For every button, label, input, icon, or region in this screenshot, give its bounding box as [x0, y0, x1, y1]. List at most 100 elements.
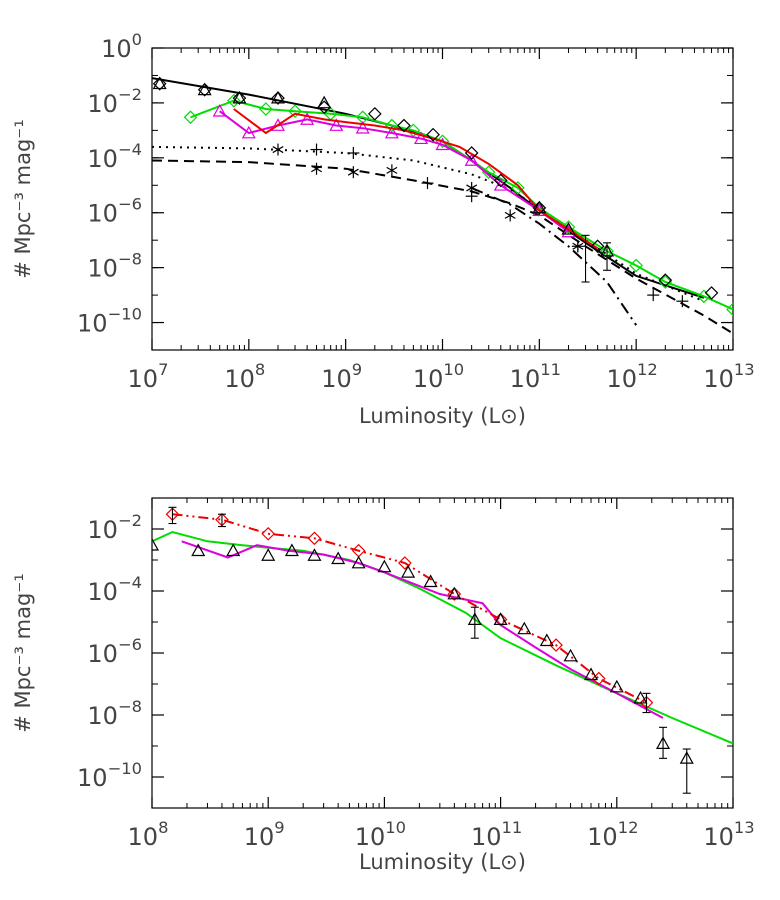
diamond-marker — [726, 302, 733, 317]
diamond-marker — [493, 173, 508, 188]
triangle-marker — [212, 103, 227, 117]
diamond-marker — [481, 165, 496, 180]
series-line-4 — [190, 99, 733, 311]
diamond-marker — [493, 612, 508, 627]
triangle-marker — [539, 633, 554, 647]
triangle-marker — [270, 90, 286, 104]
triangle-marker — [152, 537, 160, 551]
asterisk-marker — [347, 166, 359, 179]
triangle-marker — [329, 118, 344, 131]
x-tick-label: 1013 — [703, 360, 754, 393]
triangle-marker — [232, 90, 247, 104]
x-tick-label: 1012 — [587, 818, 638, 851]
triangle-marker — [152, 76, 167, 90]
triangle-marker — [493, 612, 508, 625]
x-tick-label: 1013 — [703, 818, 754, 851]
asterisk-marker — [311, 162, 323, 175]
diamond-marker — [511, 181, 525, 195]
diamond-marker — [197, 82, 212, 97]
y-tick-label: 10−8 — [87, 697, 142, 730]
diamond-marker — [317, 100, 332, 115]
triangle-marker — [241, 125, 256, 139]
triangle-marker — [355, 120, 370, 134]
y-tick-label: 10−8 — [87, 250, 142, 283]
y-tick-label: 10−6 — [87, 635, 142, 668]
triangle-marker — [493, 178, 508, 191]
x-axis-title: Luminosity (L⊙) — [359, 404, 526, 428]
triangle-marker — [435, 137, 450, 151]
diamond-marker — [288, 104, 302, 119]
series-line-2 — [172, 513, 647, 704]
error-bar — [682, 748, 691, 794]
y-tick-label: 10−2 — [87, 85, 142, 118]
x-tick-label: 1010 — [355, 818, 406, 851]
diamond-marker — [232, 91, 247, 105]
error-bar — [168, 506, 177, 525]
diamond-marker — [397, 118, 411, 133]
y-axis-title: # Mpc⁻³ mag⁻¹ — [11, 573, 35, 733]
triangle-marker — [261, 548, 276, 561]
y-tick-label: 10−6 — [87, 195, 142, 228]
diamond-marker — [261, 526, 276, 541]
diamond-marker — [629, 258, 644, 273]
triangle-marker — [270, 118, 286, 131]
plus-marker — [347, 146, 360, 159]
diamond-marker — [152, 76, 167, 91]
x-tick-label: 108 — [224, 360, 265, 393]
triangle-marker — [401, 565, 416, 578]
diamond-marker — [271, 91, 285, 105]
plot-area — [152, 76, 733, 335]
diamond-marker — [704, 286, 719, 300]
triangle-marker — [563, 648, 578, 662]
diamond-marker — [385, 118, 399, 133]
diamond-marker — [226, 93, 241, 108]
top-panel: 107 108 109 1010 1011 1012 1013 100 10−2 10−4 10−6… — [11, 30, 755, 428]
series-line-2 — [152, 159, 733, 335]
diamond-marker — [658, 275, 673, 289]
triangle-marker — [191, 543, 206, 557]
y-tick-label: 10−2 — [87, 511, 142, 544]
diamond-marker — [398, 556, 412, 570]
x-tick-label: 109 — [321, 360, 362, 393]
diamond-marker — [532, 201, 547, 215]
triangle-marker — [351, 555, 366, 569]
triangle-marker — [584, 667, 599, 681]
triangle-marker — [532, 200, 547, 214]
error-bar — [581, 234, 590, 283]
triangle-marker — [226, 543, 241, 557]
x-tick-label: 1011 — [510, 360, 561, 393]
series-line-1 — [152, 145, 705, 303]
plus-marker — [421, 177, 434, 190]
diamond-marker — [259, 102, 273, 116]
y-tick-label: 10−10 — [77, 305, 142, 338]
plus-marker — [571, 240, 584, 253]
triangle-marker — [633, 690, 648, 704]
diamond-marker — [697, 289, 711, 304]
diamond-marker — [464, 146, 479, 160]
y-tick-label: 10−4 — [87, 140, 142, 173]
diamond-marker — [590, 239, 605, 254]
x-tick-label: 1010 — [413, 360, 464, 393]
triangle-marker — [609, 679, 624, 693]
triangle-marker — [447, 586, 462, 600]
x-tick-label: 109 — [244, 818, 285, 851]
diamond-marker — [307, 531, 322, 546]
plus-marker — [647, 289, 660, 302]
triangle-marker — [384, 125, 399, 139]
triangle-marker — [300, 112, 315, 125]
y-axis-title: # Mpc⁻³ mag⁻¹ — [11, 119, 35, 279]
series-line-6 — [233, 108, 599, 250]
plus-marker — [465, 190, 478, 203]
x-tick-label: 1012 — [607, 360, 658, 393]
plus-marker — [310, 143, 323, 156]
error-bar — [217, 513, 226, 528]
asterisk-marker — [386, 164, 398, 177]
x-tick-label: 1011 — [471, 818, 522, 851]
triangle-marker — [307, 548, 322, 561]
triangle-marker — [377, 559, 392, 573]
y-tick-label: 10−4 — [87, 573, 142, 606]
triangle-marker — [331, 551, 346, 565]
plus-marker — [676, 295, 689, 308]
error-bar — [642, 692, 651, 714]
